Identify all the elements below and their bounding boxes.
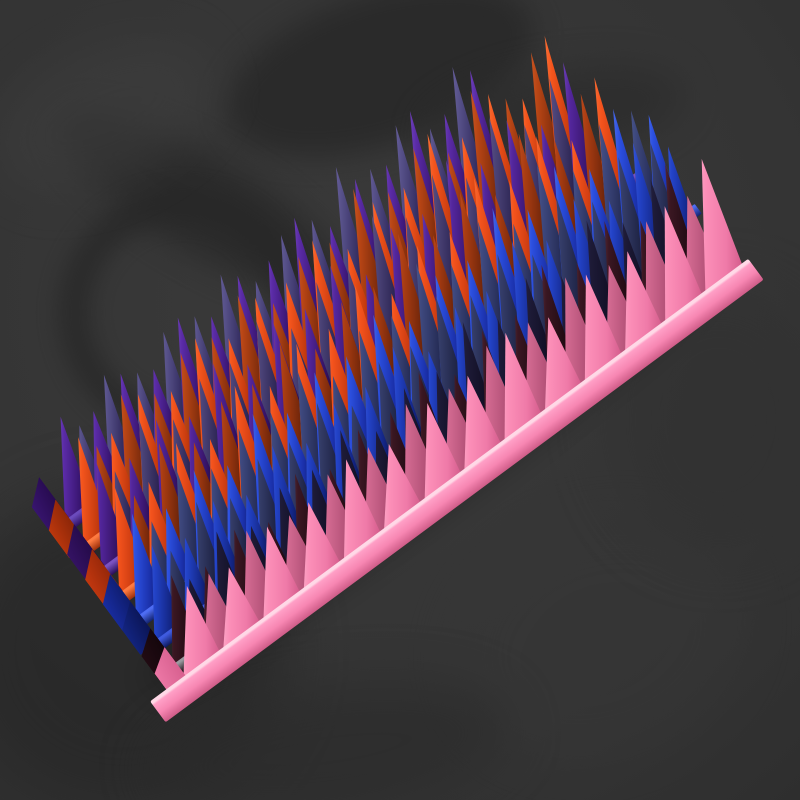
spike-strip-assembly: [0, 0, 764, 723]
product-photo-canvas: [0, 0, 800, 800]
